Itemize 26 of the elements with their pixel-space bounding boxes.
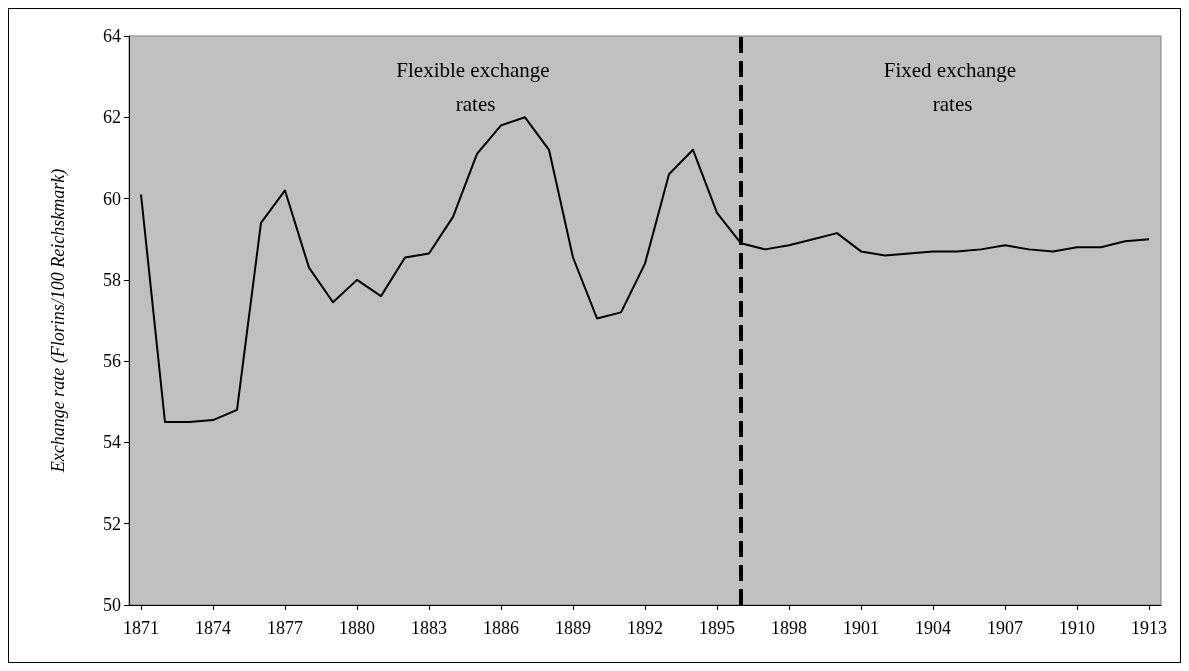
y-tick-label: 56 — [103, 351, 121, 372]
y-tick-label: 54 — [103, 432, 121, 453]
x-tick-label: 1880 — [339, 618, 375, 638]
x-tick-label: 1907 — [987, 618, 1023, 638]
x-tick-label: 1913 — [1131, 618, 1167, 638]
x-tick-label: 1901 — [843, 618, 879, 638]
y-tick-label: 60 — [103, 188, 121, 209]
x-tick-label: 1910 — [1059, 618, 1095, 638]
x-tick-label: 1874 — [195, 618, 231, 638]
x-tick-label: 1889 — [555, 618, 591, 638]
x-tick-label: 1892 — [627, 618, 663, 638]
x-tick-label: 1895 — [699, 618, 735, 638]
annotation: Flexible exchange rates — [396, 58, 555, 116]
y-tick-label: 58 — [103, 269, 121, 290]
x-tick-label: 1886 — [483, 618, 519, 638]
y-tick-label: 50 — [103, 595, 121, 615]
y-axis-title: Exchange rate (Florins/100 Reichskmark) — [48, 168, 69, 474]
x-tick-label: 1871 — [123, 618, 159, 638]
y-tick-label: 52 — [103, 513, 121, 534]
annotation: Fixed exchange rates — [883, 58, 1022, 116]
x-tick-label: 1904 — [915, 618, 951, 638]
y-tick-label: 62 — [103, 107, 121, 128]
x-tick-label: 1883 — [411, 618, 447, 638]
x-tick-label: 1877 — [267, 618, 303, 638]
y-tick-label: 64 — [103, 26, 121, 46]
x-tick-label: 1898 — [771, 618, 807, 638]
